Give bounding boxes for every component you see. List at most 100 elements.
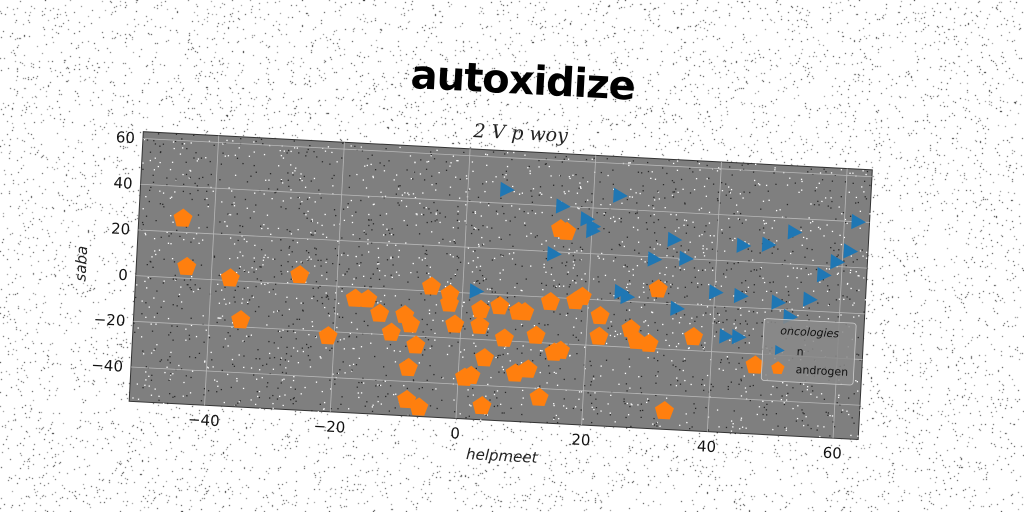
legend-label-androgen: androgen (795, 363, 848, 379)
y-tick-label: −40 (91, 356, 124, 376)
data-point-androgen (745, 355, 765, 374)
data-point-n (647, 251, 663, 267)
x-tick-label: 60 (822, 444, 842, 463)
y-tick-label: 20 (111, 220, 131, 239)
data-point-androgen (381, 322, 401, 341)
data-point-androgen (370, 303, 390, 323)
data-point-n (586, 222, 601, 239)
data-point-androgen (540, 291, 560, 311)
data-point-n (667, 231, 683, 248)
data-point-androgen (290, 265, 310, 284)
data-point-androgen (401, 314, 421, 333)
data-point-n (555, 198, 571, 214)
data-point-n (736, 237, 752, 253)
data-point-androgen (318, 326, 338, 345)
data-point-androgen (398, 357, 418, 377)
y-tick-label: 40 (113, 174, 133, 193)
data-point-n (620, 288, 636, 305)
y-grid-line (138, 229, 868, 269)
data-point-n (469, 283, 485, 299)
plot-area (128, 131, 873, 441)
x-grid-line (832, 168, 848, 439)
data-point-androgen (639, 333, 659, 353)
data-point-androgen (358, 289, 378, 308)
x-tick-label: 40 (697, 437, 717, 456)
data-point-n (787, 224, 803, 240)
data-point-n (708, 284, 724, 300)
data-point-n (771, 294, 787, 310)
x-grid-line (204, 135, 220, 406)
data-point-androgen (472, 396, 492, 415)
legend-entry-androgen: androgen (771, 361, 848, 379)
data-point-n (670, 300, 685, 316)
y-tick-labels: −40 −20 0 20 40 60 (91, 128, 136, 376)
data-point-androgen (557, 221, 577, 241)
data-point-n (761, 236, 777, 252)
data-point-androgen (231, 310, 251, 329)
plot-group: −40 −20 0 20 40 60 −40 −20 0 20 40 60 helpmeet sab… (71, 128, 873, 467)
y-grid-line (135, 275, 865, 315)
data-point-androgen (470, 315, 490, 335)
x-tick-label: −20 (313, 417, 346, 437)
legend-label-n: n (796, 345, 804, 358)
data-point-n (613, 187, 628, 203)
x-grid-line (329, 142, 345, 412)
data-point-androgen (518, 359, 538, 378)
data-point-n (719, 328, 734, 344)
data-point-n (803, 291, 818, 307)
legend-marker-n (774, 344, 785, 356)
grid-lines (130, 135, 872, 439)
data-point-n (499, 181, 515, 197)
data-point-androgen (654, 401, 674, 420)
data-point-androgen (461, 365, 481, 385)
data-point-androgen (471, 299, 491, 319)
legend-title: oncologies (780, 324, 840, 340)
data-point-androgen (551, 340, 571, 359)
data-point-n (851, 213, 866, 230)
data-point-androgen (445, 314, 465, 333)
data-point-androgen (422, 276, 442, 295)
data-point-androgen (177, 256, 197, 276)
y-tick-label: 0 (118, 266, 128, 284)
y-grid-line (130, 366, 860, 406)
data-point-androgen (474, 348, 494, 367)
data-point-androgen (440, 293, 460, 312)
data-point-n (679, 250, 694, 266)
x-axis-label: helpmeet (466, 445, 539, 467)
y-tick-label: 60 (115, 128, 135, 147)
data-point-androgen (494, 328, 514, 347)
x-tick-labels: −40 −20 0 20 40 60 (188, 410, 843, 462)
data-point-n (733, 287, 749, 304)
legend-entry-n: n (774, 344, 804, 359)
y-tick-label: −20 (93, 310, 126, 330)
data-point-n (547, 246, 562, 262)
data-point-androgen (173, 208, 193, 227)
legend-marker-androgen (771, 361, 785, 375)
data-point-androgen (515, 302, 535, 321)
y-grid-line (142, 138, 872, 178)
data-point-androgen (220, 268, 240, 287)
data-point-androgen (589, 326, 609, 345)
data-point-androgen (526, 325, 546, 344)
data-point-n (731, 329, 747, 345)
data-point-androgen (409, 397, 429, 416)
data-point-androgen (345, 288, 365, 307)
data-point-androgen (572, 286, 592, 306)
data-point-androgen (490, 296, 510, 315)
data-point-androgen (684, 326, 704, 346)
data-point-n (816, 267, 832, 283)
x-grid-line (581, 155, 597, 426)
data-point-androgen (590, 306, 610, 325)
legend: oncologies n androgen (760, 318, 857, 386)
legend-box (760, 318, 857, 386)
x-tick-label: −40 (188, 410, 221, 430)
y-axis-label: saba (71, 245, 91, 282)
data-point-n (843, 243, 859, 259)
data-point-androgen (406, 335, 426, 354)
series-androgen (173, 208, 765, 420)
y-grid-line (140, 183, 870, 223)
data-point-n (830, 254, 845, 270)
data-point-androgen (648, 279, 668, 298)
x-tick-label: 20 (571, 431, 591, 450)
